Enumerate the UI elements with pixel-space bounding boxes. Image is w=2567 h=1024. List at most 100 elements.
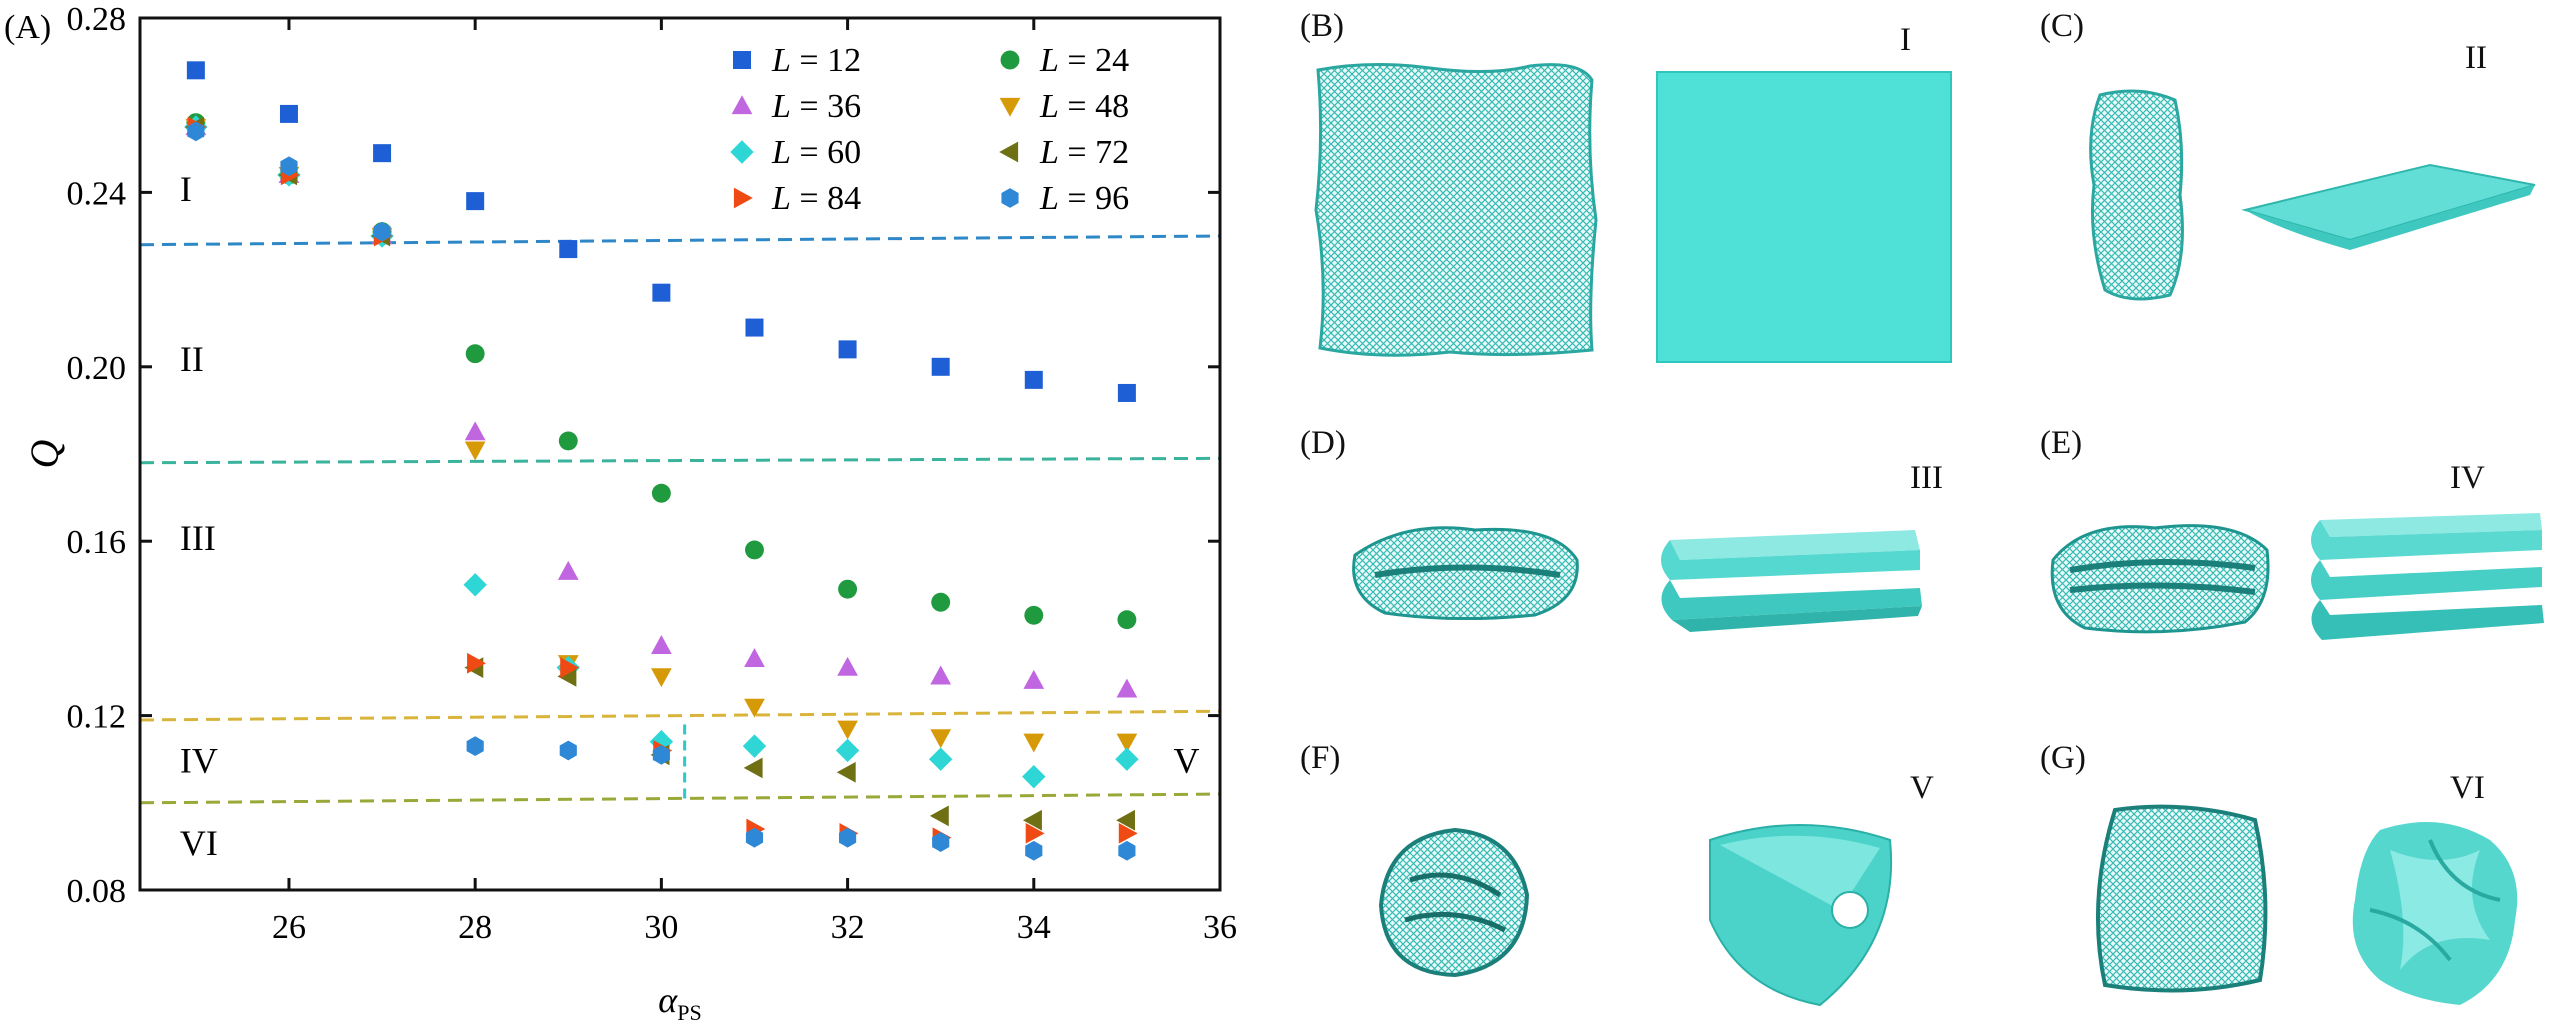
panel-e-network-image bbox=[2050, 524, 2270, 634]
y-tick-label: 0.24 bbox=[67, 175, 127, 212]
data-point-L12 bbox=[186, 61, 205, 80]
regime-label-b: I bbox=[1900, 22, 1911, 58]
data-point-L48 bbox=[1023, 733, 1045, 753]
panel-f-cone-image bbox=[1709, 824, 1893, 1007]
regime-label-c: II bbox=[2465, 40, 2487, 76]
panel-g-network-image bbox=[2096, 804, 2268, 993]
data-point-L36 bbox=[651, 635, 672, 654]
legend-marker-L60 bbox=[730, 140, 754, 164]
x-tick-label: 32 bbox=[831, 909, 865, 946]
data-point-L48 bbox=[930, 729, 952, 749]
data-point-L48 bbox=[744, 698, 765, 718]
data-point-L36 bbox=[930, 665, 952, 685]
panel-label-f: (F) bbox=[1300, 740, 1341, 776]
legend-label-L24: L = 24 bbox=[1039, 42, 1129, 79]
regime-boundary-line bbox=[139, 709, 1221, 722]
legend-marker-L36 bbox=[731, 95, 753, 115]
panel-b-sheet-image bbox=[1656, 71, 1952, 363]
region-label: IV bbox=[180, 740, 218, 780]
x-axis-label: αPS bbox=[658, 980, 701, 1024]
data-point-L60 bbox=[463, 573, 487, 597]
data-point-L84 bbox=[1118, 822, 1138, 844]
data-point-L24 bbox=[838, 579, 858, 599]
panel-b-network-image bbox=[1314, 62, 1598, 357]
data-point-L96 bbox=[466, 736, 484, 757]
legend-marker-L72 bbox=[999, 141, 1019, 163]
y-tick-label: 0.12 bbox=[67, 699, 127, 736]
legend-label-L36: L = 36 bbox=[771, 88, 861, 125]
region-label: I bbox=[180, 169, 192, 209]
y-tick-label: 0.16 bbox=[67, 524, 127, 561]
data-point-L12 bbox=[1024, 370, 1043, 389]
data-point-L24 bbox=[1024, 605, 1044, 625]
data-point-L60 bbox=[1022, 764, 1046, 789]
y-tick-label: 0.28 bbox=[67, 1, 127, 38]
data-point-L60 bbox=[928, 747, 953, 771]
legend-marker-L48 bbox=[999, 97, 1021, 117]
data-point-L96 bbox=[652, 744, 670, 765]
data-point-L60 bbox=[835, 738, 860, 763]
legend-label-L12: L = 12 bbox=[771, 42, 861, 79]
data-point-L96 bbox=[187, 121, 205, 142]
panel-label-e: (E) bbox=[2040, 425, 2083, 461]
data-point-L24 bbox=[1117, 610, 1137, 630]
data-point-L36 bbox=[744, 648, 765, 668]
data-point-L24 bbox=[745, 540, 764, 560]
regime-label-g: VI bbox=[2450, 770, 2485, 806]
data-point-L72 bbox=[836, 761, 856, 783]
data-point-L48 bbox=[651, 668, 672, 688]
data-point-L72 bbox=[743, 757, 763, 779]
data-point-L84 bbox=[560, 657, 580, 678]
legend-label-L96: L = 96 bbox=[1039, 180, 1129, 217]
legend-marker-L84 bbox=[733, 187, 753, 209]
regime-boundary-line bbox=[139, 792, 1221, 805]
data-point-L24 bbox=[465, 344, 485, 364]
data-point-L12 bbox=[931, 357, 950, 376]
data-point-L72 bbox=[1022, 809, 1042, 831]
data-point-L96 bbox=[373, 221, 391, 242]
legend-marker-L24 bbox=[1000, 50, 1020, 70]
region-label: II bbox=[180, 339, 204, 379]
legend-marker-L12 bbox=[733, 51, 751, 69]
panel-d-sheet-image bbox=[1661, 530, 1922, 632]
panel-c-sheet-image bbox=[2241, 163, 2536, 250]
y-tick-label: 0.20 bbox=[67, 350, 127, 387]
panel-label-g: (G) bbox=[2040, 740, 2086, 776]
data-point-L12 bbox=[838, 340, 857, 359]
x-tick-label: 26 bbox=[272, 909, 306, 946]
data-point-L24 bbox=[931, 592, 951, 612]
y-tick-label: 0.08 bbox=[67, 873, 127, 910]
legend-label-L84: L = 84 bbox=[771, 180, 861, 217]
data-point-L24 bbox=[651, 483, 671, 503]
x-tick-label: 28 bbox=[458, 909, 492, 946]
panel-f-network-image bbox=[1378, 827, 1530, 978]
panel-label-a: (A) bbox=[4, 9, 51, 46]
legend-label-L60: L = 60 bbox=[771, 134, 861, 171]
data-point-L36 bbox=[837, 656, 858, 676]
data-point-L72 bbox=[929, 805, 949, 827]
legend-marker-L96 bbox=[1001, 188, 1019, 208]
regime-label-e: IV bbox=[2450, 460, 2485, 496]
data-point-L12 bbox=[373, 144, 392, 163]
region-label: V bbox=[1173, 740, 1199, 780]
data-point-L36 bbox=[1116, 678, 1138, 698]
data-point-L36 bbox=[464, 421, 486, 441]
data-point-L12 bbox=[559, 240, 578, 259]
data-point-L72 bbox=[1116, 809, 1135, 831]
data-point-L12 bbox=[279, 104, 298, 123]
scatter-chart: 26 28 30 32 34 36 0.08 0.12 0.16 0.20 0.24 0.28 L =… bbox=[4, 1, 1237, 1024]
data-point-L48 bbox=[1116, 733, 1138, 753]
regime-boundary-line bbox=[139, 456, 1221, 465]
legend-label-L72: L = 72 bbox=[1039, 134, 1129, 171]
data-point-L96 bbox=[745, 827, 764, 848]
legend-label-L48: L = 48 bbox=[1039, 88, 1129, 125]
region-label: III bbox=[180, 518, 216, 558]
data-point-L60 bbox=[1115, 747, 1139, 771]
regime-label-d: III bbox=[1910, 460, 1943, 496]
region-label: VI bbox=[180, 823, 218, 863]
panel-g-crumpled-sheet-image bbox=[2352, 822, 2518, 1005]
data-point-L48 bbox=[837, 720, 858, 740]
panel-label-b: (B) bbox=[1300, 8, 1344, 44]
data-point-L12 bbox=[1117, 383, 1136, 402]
